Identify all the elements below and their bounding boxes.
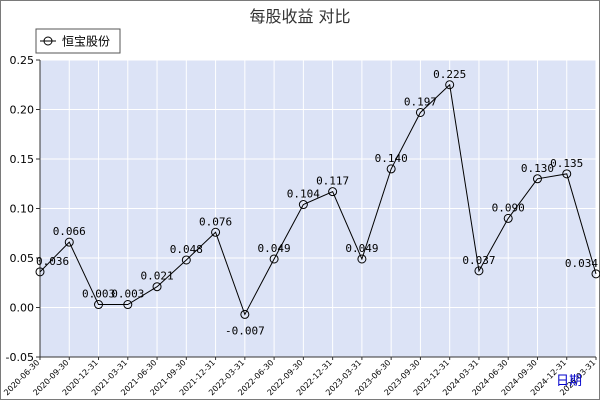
x-axis-corner-label: 日期 bbox=[556, 374, 582, 389]
legend-series-name: 恒宝股份 bbox=[62, 35, 110, 49]
data-point-marker bbox=[503, 213, 513, 223]
data-label: 0.140 bbox=[375, 152, 408, 165]
data-label: 0.117 bbox=[316, 175, 349, 188]
data-label: 0.021 bbox=[140, 270, 173, 283]
data-point-marker bbox=[562, 169, 572, 179]
data-point-marker bbox=[357, 254, 367, 264]
data-label: 0.225 bbox=[433, 68, 466, 81]
data-label: 0.135 bbox=[550, 157, 583, 170]
chart-title: 每股收益 对比 bbox=[249, 7, 350, 26]
y-tick-label: 0.15 bbox=[10, 153, 35, 166]
data-point-marker bbox=[474, 266, 484, 276]
data-point-marker bbox=[123, 300, 133, 310]
data-point-marker bbox=[415, 107, 425, 117]
data-label: 0.037 bbox=[462, 254, 495, 267]
data-point-marker bbox=[532, 174, 542, 184]
data-label: 0.104 bbox=[287, 188, 320, 201]
legend: 恒宝股份 bbox=[35, 28, 121, 54]
data-point-marker bbox=[211, 227, 221, 237]
data-label: 0.003 bbox=[82, 288, 115, 301]
legend-marker bbox=[43, 36, 53, 46]
data-label: 0.049 bbox=[258, 242, 291, 255]
y-tick-label: 0.05 bbox=[10, 252, 35, 265]
data-label: 0.036 bbox=[36, 255, 69, 268]
data-label: 0.130 bbox=[521, 162, 554, 175]
plot-area: -0.050.000.050.100.150.200.252020-06-302… bbox=[2, 54, 600, 397]
y-tick-label: 0.00 bbox=[10, 302, 35, 315]
data-label: 0.003 bbox=[111, 288, 144, 301]
data-point-marker bbox=[328, 187, 338, 197]
data-label: 0.197 bbox=[404, 95, 437, 108]
data-label: 0.066 bbox=[53, 225, 86, 238]
data-point-marker bbox=[240, 309, 250, 319]
data-point-marker bbox=[445, 80, 455, 90]
data-point-marker bbox=[298, 200, 308, 210]
data-point-marker bbox=[591, 269, 600, 279]
data-point-marker bbox=[94, 300, 104, 310]
data-label: -0.007 bbox=[225, 324, 265, 337]
data-label: 0.034 bbox=[565, 257, 598, 270]
y-tick-label: 0.20 bbox=[10, 104, 35, 117]
y-tick-label: 0.25 bbox=[10, 54, 35, 67]
data-point-marker bbox=[152, 282, 162, 292]
y-tick-label: -0.05 bbox=[6, 351, 34, 364]
data-label: 0.048 bbox=[170, 243, 203, 256]
data-point-marker bbox=[386, 164, 396, 174]
data-label: 0.049 bbox=[345, 242, 378, 255]
data-label: 0.090 bbox=[492, 201, 525, 214]
data-point-marker bbox=[35, 267, 45, 277]
data-point-marker bbox=[64, 237, 74, 247]
series-line bbox=[39, 83, 597, 316]
data-point-marker bbox=[181, 255, 191, 265]
data-point-marker bbox=[269, 254, 279, 264]
y-tick-label: 0.10 bbox=[10, 203, 35, 216]
data-label: 0.076 bbox=[199, 215, 232, 228]
